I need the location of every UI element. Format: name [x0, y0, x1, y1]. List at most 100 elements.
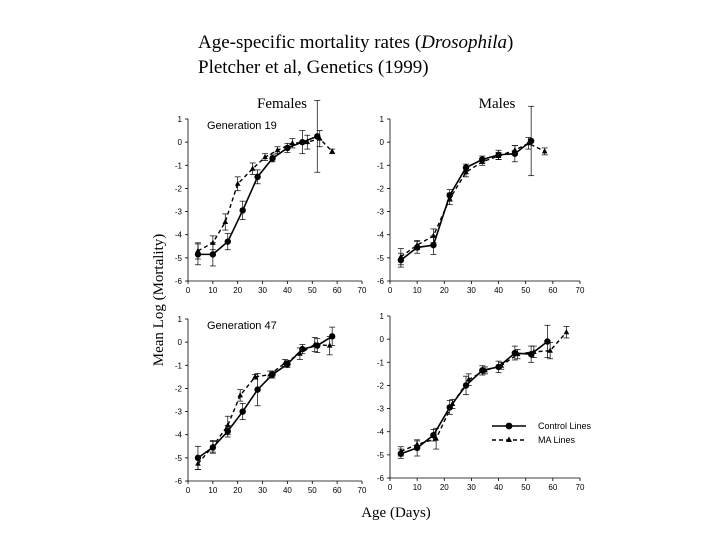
legend-control-marker [505, 422, 513, 430]
generation-label: Generation 47 [207, 320, 277, 332]
ma-series-line [197, 343, 330, 465]
x-tick-label: 60 [548, 483, 557, 492]
y-tick-label: -6 [377, 474, 385, 483]
title-line-1: Age-specific mortality rates (Drosophila… [198, 30, 513, 55]
ma-point [222, 218, 229, 224]
ma-point [482, 367, 488, 373]
x-tick-label: 0 [186, 486, 191, 495]
y-tick-label: -3 [377, 405, 385, 414]
title-prefix: Age-specific mortality rates ( [198, 32, 422, 53]
generation-label: Generation 19 [207, 120, 277, 132]
x-tick-label: 70 [358, 286, 367, 295]
y-tick-label: -1 [175, 161, 183, 170]
y-tick-label: -1 [377, 358, 385, 367]
ma-point [463, 169, 469, 175]
ma-point [224, 422, 231, 428]
ma-point [541, 148, 548, 154]
ma-point [304, 138, 311, 145]
x-tick-label: 70 [576, 483, 585, 492]
y-tick-label: -4 [377, 231, 385, 240]
title-suffix: ) [507, 32, 514, 53]
col-title-males: Males [479, 96, 516, 112]
y-tick-label: -1 [175, 361, 183, 370]
y-tick-label: 1 [380, 115, 385, 124]
x-tick-label: 50 [521, 286, 530, 295]
y-tick-label: -4 [175, 231, 183, 240]
ma-point [446, 195, 453, 201]
ma-point [479, 158, 486, 164]
x-tick-label: 0 [186, 286, 191, 295]
ma-point [525, 140, 532, 146]
x-tick-label: 30 [258, 486, 267, 495]
y-tick-label: -5 [377, 254, 385, 263]
slide-title: Age-specific mortality rates (Drosophila… [198, 30, 513, 80]
x-tick-label: 20 [233, 286, 242, 295]
y-tick-label: 0 [178, 338, 183, 347]
y-tick-label: -1 [377, 161, 385, 170]
series-ma-lines [397, 326, 570, 457]
panel-3: 10-1-2-3-4-5-60 10 20 30 40 50 60 70Generation … [175, 315, 367, 495]
legend-ma-label: MA Lines [538, 435, 576, 445]
x-tick-label: 60 [333, 286, 342, 295]
ma-point [297, 350, 303, 356]
ma-point [329, 148, 335, 154]
series-ma-lines [194, 336, 333, 470]
control-point [209, 251, 217, 258]
control-point [269, 155, 276, 162]
ma-point [430, 232, 437, 238]
panel-4: 10-1-2-3-4-5-60 10 20 30 40 50 60 70 [377, 312, 585, 492]
y-tick-label: 1 [178, 115, 183, 124]
control-point [544, 338, 551, 345]
x-tick-label: 70 [576, 286, 585, 295]
x-tick-label: 10 [413, 286, 422, 295]
ma-series-line [400, 331, 567, 453]
control-point [430, 431, 437, 439]
x-tick-label: 30 [258, 286, 267, 295]
ma-point [414, 441, 420, 447]
control-point [224, 238, 231, 245]
ma-point [498, 362, 505, 368]
ma-point [249, 165, 256, 171]
ma-point [316, 135, 323, 141]
y-tick-label: -3 [175, 408, 183, 417]
x-tick-label: 40 [494, 483, 503, 492]
ma-point [262, 153, 268, 160]
panel-2: 10-1-2-3-4-5-60 10 20 30 40 50 60 70 [377, 105, 585, 295]
ma-point [267, 371, 273, 377]
y-tick-label: 0 [380, 335, 385, 344]
title-line-2: Pletcher et al, Genetics (1999) [198, 57, 429, 78]
ma-point [210, 443, 216, 449]
y-tick-label: -4 [377, 428, 385, 437]
x-tick-label: 0 [388, 483, 393, 492]
x-tick-label: 70 [358, 486, 367, 495]
control-point [299, 138, 306, 146]
y-tick-label: 1 [178, 315, 183, 324]
ma-point [195, 247, 201, 253]
title-species: Drosophila [421, 32, 508, 53]
legend: Control Lines MA Lines [492, 421, 592, 445]
x-tick-label: 10 [413, 483, 422, 492]
ma-point [398, 253, 404, 259]
ma-point [514, 350, 521, 357]
y-tick-label: 0 [380, 138, 385, 147]
y-tick-label: -6 [175, 477, 183, 486]
control-point [239, 207, 246, 214]
x-tick-label: 50 [308, 286, 317, 295]
x-tick-label: 40 [283, 486, 292, 495]
ma-point [465, 376, 472, 382]
y-tick-label: 1 [380, 312, 385, 321]
panel-1: 10-1-2-3-4-5-60 10 20 30 40 50 60 70Generation … [175, 100, 367, 295]
ma-point [449, 400, 456, 406]
control-series-line [400, 140, 532, 261]
ma-point [210, 239, 216, 245]
x-tick-label: 60 [333, 486, 342, 495]
x-axis-title: Age (Days) [361, 505, 431, 521]
ma-point [433, 435, 439, 441]
ma-point [289, 140, 296, 146]
series-ma-lines [397, 137, 548, 266]
y-tick-label: -6 [175, 277, 183, 286]
y-tick-label: -5 [175, 454, 183, 463]
col-title-females: Females [257, 96, 307, 112]
x-tick-label: 50 [308, 486, 317, 495]
control-series-line [400, 340, 548, 455]
